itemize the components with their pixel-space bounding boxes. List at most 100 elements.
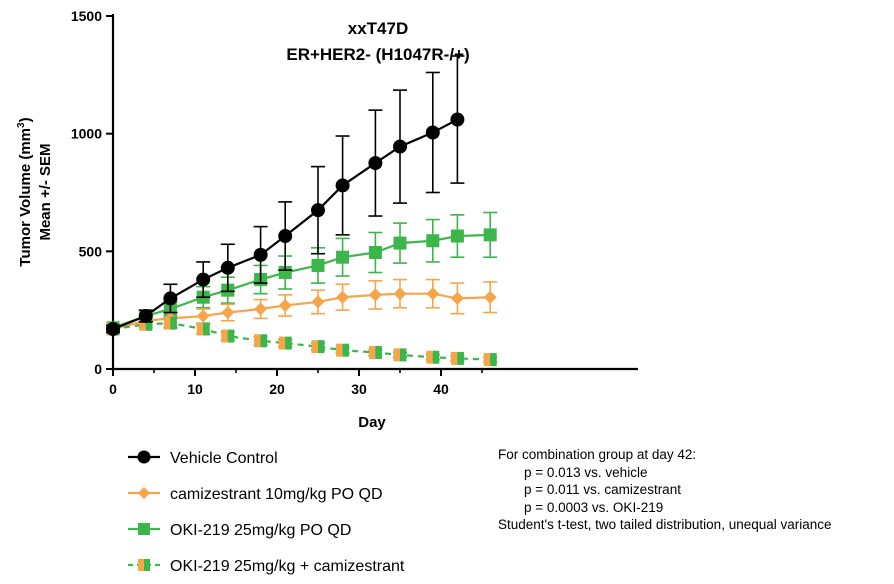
- data-point-left-half: [139, 317, 146, 331]
- data-point: [138, 487, 150, 499]
- data-point: [393, 139, 407, 154]
- data-point: [278, 266, 292, 280]
- data-point: [254, 334, 268, 348]
- data-point: [163, 291, 178, 306]
- data-point: [253, 247, 268, 262]
- data-point-left-half: [483, 353, 491, 367]
- data-point: [278, 336, 292, 350]
- data-point-left-half: [393, 348, 400, 362]
- legend-item-3: OKI-219 25mg/kg PO QD: [128, 522, 351, 539]
- x-tick-label: 10: [187, 381, 203, 397]
- data-point: [221, 329, 235, 343]
- series-layer: [106, 55, 498, 367]
- chart-title-line-1: xxT47D: [348, 19, 408, 38]
- data-point-right-half: [285, 336, 292, 350]
- y-tick-label: 1500: [71, 8, 102, 24]
- data-point-left-half: [163, 316, 171, 330]
- data-point: [336, 250, 350, 264]
- data-point-left-half: [278, 336, 286, 350]
- data-point-left-half: [221, 329, 228, 343]
- data-point: [278, 298, 292, 312]
- data-point-left-half: [426, 350, 433, 364]
- x-axis-label: Day: [358, 414, 386, 431]
- data-point: [450, 112, 465, 127]
- data-point: [139, 317, 153, 331]
- data-point: [137, 450, 151, 464]
- legend-item-1: Vehicle Control: [128, 450, 278, 467]
- x-tick-label: 40: [433, 381, 449, 397]
- data-point: [138, 559, 150, 571]
- data-point: [483, 290, 497, 304]
- data-point-right-half: [318, 340, 325, 354]
- data-point: [335, 178, 350, 193]
- y-tick-label: 500: [79, 243, 103, 259]
- data-point-right-half: [170, 316, 177, 330]
- data-point-right-half: [400, 348, 407, 362]
- data-point-left-half: [138, 559, 144, 571]
- data-point: [311, 295, 325, 309]
- x-tick-label: 30: [351, 381, 367, 397]
- data-point: [311, 340, 325, 354]
- data-point: [450, 291, 464, 305]
- data-point: [138, 309, 153, 324]
- notes-line-2: p = 0.013 vs. vehicle: [524, 464, 648, 480]
- legend-item-2: camizestrant 10mg/kg PO QD: [128, 486, 383, 503]
- data-point: [368, 156, 383, 171]
- data-point-left-half: [368, 346, 376, 360]
- legend-label: camizestrant 10mg/kg PO QD: [170, 486, 383, 503]
- chart-title-line-2: ER+HER2- (H1047R-/+): [286, 45, 469, 64]
- data-point: [426, 234, 440, 248]
- y-axis-label-line-1: Tumor Volume (mm3): [16, 117, 34, 266]
- statistics-notes: For combination group at day 42: p = 0.0…: [498, 446, 832, 534]
- data-point: [196, 309, 210, 323]
- legend-label: OKI-219 25mg/kg + camizestrant: [170, 558, 405, 575]
- data-point-left-half: [311, 340, 318, 354]
- data-point: [311, 258, 325, 272]
- data-point: [196, 272, 211, 287]
- data-point: [450, 351, 464, 365]
- data-point: [393, 236, 407, 250]
- data-point-right-half: [375, 346, 382, 360]
- data-point: [221, 306, 235, 320]
- notes-line-4: p = 0.0003 vs. OKI-219: [524, 499, 664, 515]
- notes-line-5: Student's t-test, two tailed distributio…: [498, 517, 832, 532]
- data-point: [483, 353, 497, 367]
- legend-label: OKI-219 25mg/kg PO QD: [170, 522, 351, 539]
- data-point: [163, 316, 177, 330]
- y-tick-label: 1000: [71, 126, 102, 142]
- data-point-left-half: [336, 343, 343, 357]
- data-point: [220, 260, 235, 275]
- data-point-left-half: [196, 322, 204, 336]
- data-point-right-half: [342, 343, 350, 357]
- data-point: [426, 287, 440, 301]
- data-point: [393, 287, 407, 301]
- data-point: [426, 350, 440, 364]
- data-point: [336, 343, 350, 357]
- x-tick-label: 20: [269, 381, 285, 397]
- data-point: [483, 228, 497, 242]
- x-tick-label: 0: [109, 381, 117, 397]
- data-point-right-half: [145, 317, 153, 331]
- data-point: [450, 229, 464, 243]
- y-tick-label: 0: [94, 361, 102, 377]
- data-point: [368, 346, 382, 360]
- series-1: [106, 55, 465, 336]
- data-point-right-half: [457, 351, 464, 365]
- legend-label: Vehicle Control: [170, 450, 278, 467]
- data-point: [254, 302, 268, 316]
- notes-line-3: p = 0.011 vs. camizestrant: [524, 482, 681, 497]
- data-point-left-half: [450, 351, 458, 365]
- y-axis-label-text: Tumor Volume (mm: [17, 128, 34, 267]
- data-point: [106, 321, 120, 336]
- series-4: [106, 316, 498, 367]
- legend: Vehicle Control camizestrant 10mg/kg PO Q…: [128, 450, 405, 575]
- data-point-right-half: [490, 353, 497, 367]
- data-point: [336, 290, 350, 304]
- axes: 0 500 1000 1500 0 10 20 30 40: [71, 8, 638, 397]
- data-point-right-half: [227, 329, 235, 343]
- legend-item-4: OKI-219 25mg/kg + camizestrant: [128, 558, 405, 575]
- data-point: [393, 348, 407, 362]
- series-3: [106, 211, 498, 335]
- data-point-right-half: [432, 350, 440, 364]
